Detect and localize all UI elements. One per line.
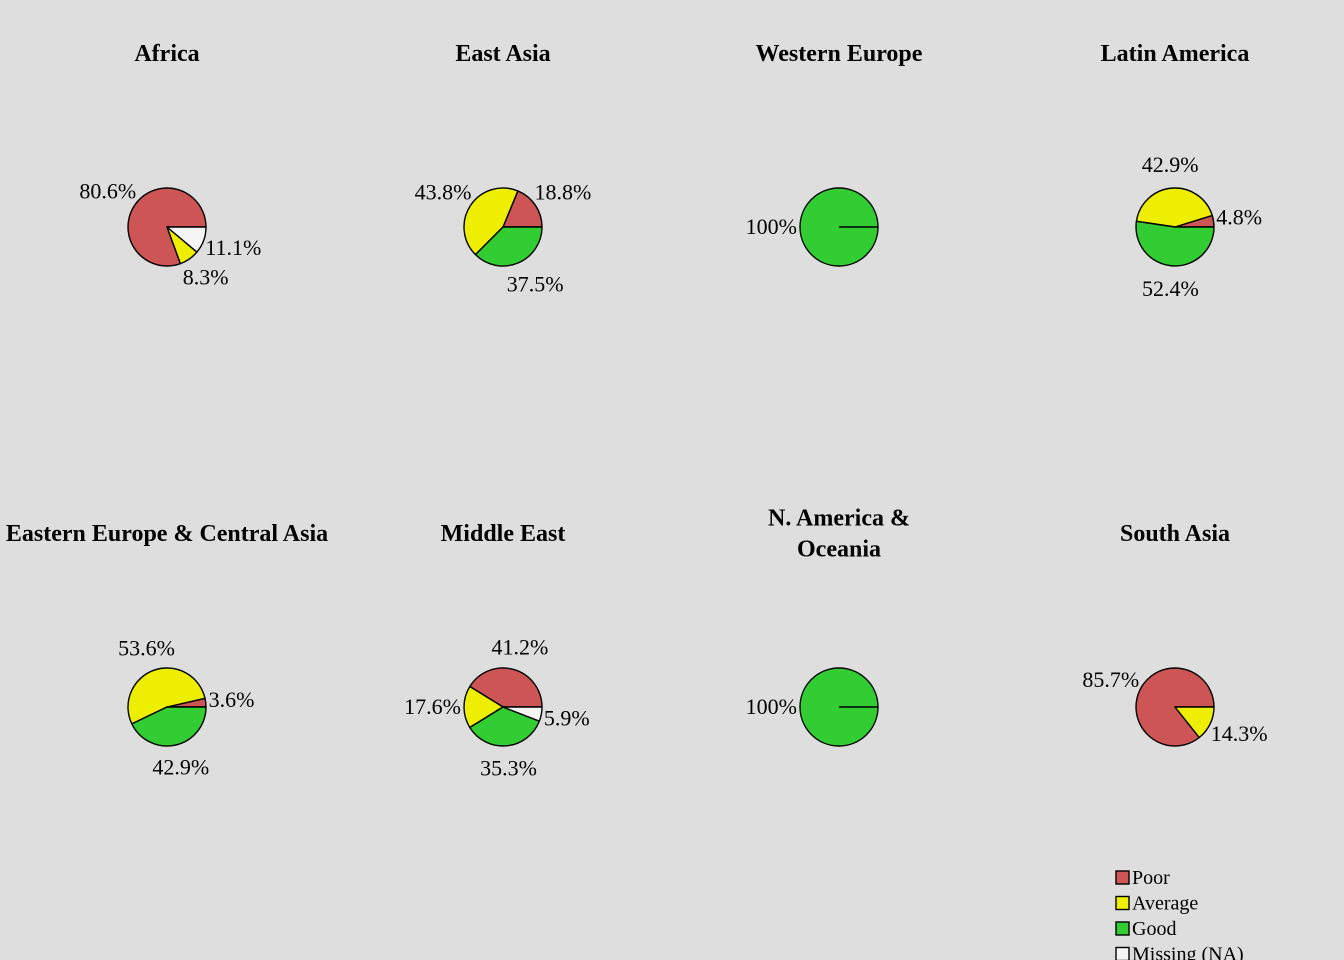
pie-slice [127, 667, 206, 725]
slice-label: 11.1% [205, 235, 261, 260]
slice-label: 100% [746, 214, 797, 239]
pie-slice [1174, 706, 1215, 739]
pie-slice [502, 190, 543, 228]
slice-label: 5.9% [544, 705, 590, 730]
pie-slice [131, 706, 207, 747]
pie-panel: Africa 80.6% 8.3% 11.1% [79, 41, 261, 290]
pie-slice [469, 706, 541, 747]
panel-title: Oceania [797, 537, 881, 563]
pie-panel: East Asia 18.8% 43.8% 37.5% [415, 41, 592, 296]
slice-label: 35.3% [480, 756, 537, 781]
pie-panel: South Asia 85.7% 14.3% [1082, 521, 1268, 747]
panel-title: Eastern Europe & Central Asia [6, 521, 328, 547]
panel-title: South Asia [1120, 521, 1230, 547]
legend-swatch [1115, 870, 1130, 885]
legend: Poor Average Good Missing (NA) [1115, 867, 1244, 960]
pie-slice [474, 226, 543, 267]
pie-slice [1135, 187, 1213, 228]
pie-panel: Latin America 4.8% 42.9% 52.4% [1101, 41, 1262, 301]
slice-label: 18.8% [535, 180, 592, 205]
pie-panel: Western Europe 100% [746, 41, 923, 267]
pie-slice [1135, 220, 1215, 267]
pie-slice [463, 685, 504, 729]
pie-panel: Eastern Europe & Central Asia 3.6% 53.6% 42… [6, 521, 328, 779]
legend-label: Good [1132, 918, 1176, 940]
panel-title: Africa [134, 41, 199, 67]
pie-panel: Middle East 41.2% 17.6% 35.3% 5.9% [404, 521, 590, 781]
slice-label: 85.7% [1082, 667, 1139, 692]
slice-label: 4.8% [1216, 205, 1262, 230]
slice-label: 42.9% [152, 754, 209, 779]
slice-label: 100% [746, 694, 797, 719]
panel-title: Middle East [441, 521, 566, 547]
slice-label: 43.8% [415, 180, 472, 205]
legend-swatch [1115, 946, 1130, 960]
slice-label: 14.3% [1211, 721, 1268, 746]
slice-label: 52.4% [1142, 276, 1199, 301]
slice-label: 41.2% [491, 634, 548, 659]
slice-label: 37.5% [507, 271, 564, 296]
legend-label: Poor [1132, 867, 1170, 889]
slice-label: 3.6% [209, 687, 255, 712]
slice-label: 17.6% [404, 694, 461, 719]
slice-label: 8.3% [183, 265, 229, 290]
slice-label: 80.6% [79, 179, 136, 204]
pie-slice [463, 187, 519, 256]
legend-label: Average [1132, 893, 1198, 915]
panel-title: N. America & [768, 506, 910, 532]
legend-label: Missing (NA) [1132, 944, 1244, 960]
legend-swatch [1115, 921, 1130, 936]
pie-panel: N. America & Oceania 100% [746, 506, 910, 747]
slice-label: 53.6% [118, 636, 175, 661]
slice-label: 42.9% [1142, 152, 1199, 177]
panel-title: Western Europe [756, 41, 923, 67]
pie-panels: Africa 80.6% 8.3% 11.1% East Asia 18.8% 43.8% 3… [6, 41, 1268, 781]
pie-slice [502, 706, 543, 722]
panel-title: East Asia [455, 41, 550, 67]
panel-title: Latin America [1101, 41, 1250, 67]
legend-swatch [1115, 895, 1130, 911]
pie-slice [166, 226, 207, 253]
